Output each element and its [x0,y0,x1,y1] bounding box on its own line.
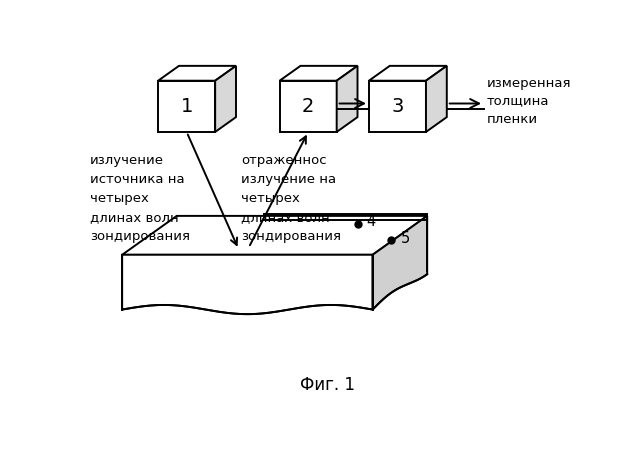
Polygon shape [122,216,428,255]
Text: 3: 3 [391,97,404,116]
Polygon shape [426,66,447,132]
Polygon shape [372,216,428,309]
Polygon shape [122,255,372,314]
Text: 4: 4 [367,214,376,230]
Polygon shape [280,66,358,81]
Polygon shape [369,66,447,81]
Polygon shape [369,81,426,132]
Text: Фиг. 1: Фиг. 1 [301,376,355,394]
Text: 1: 1 [180,97,193,116]
Polygon shape [158,81,215,132]
Text: излучение
источника на
четырех
длинах волн
зондирования: излучение источника на четырех длинах во… [90,154,190,243]
Polygon shape [337,66,358,132]
Polygon shape [215,66,236,132]
Polygon shape [280,81,337,132]
Text: 5: 5 [401,231,410,246]
Polygon shape [158,66,236,81]
Text: 2: 2 [302,97,314,116]
Text: отраженнос
излучение на
четырех
длинах волн
зондирования: отраженнос излучение на четырех длинах в… [241,154,341,243]
Text: измеренная
толщина
пленки: измеренная толщина пленки [486,77,572,125]
